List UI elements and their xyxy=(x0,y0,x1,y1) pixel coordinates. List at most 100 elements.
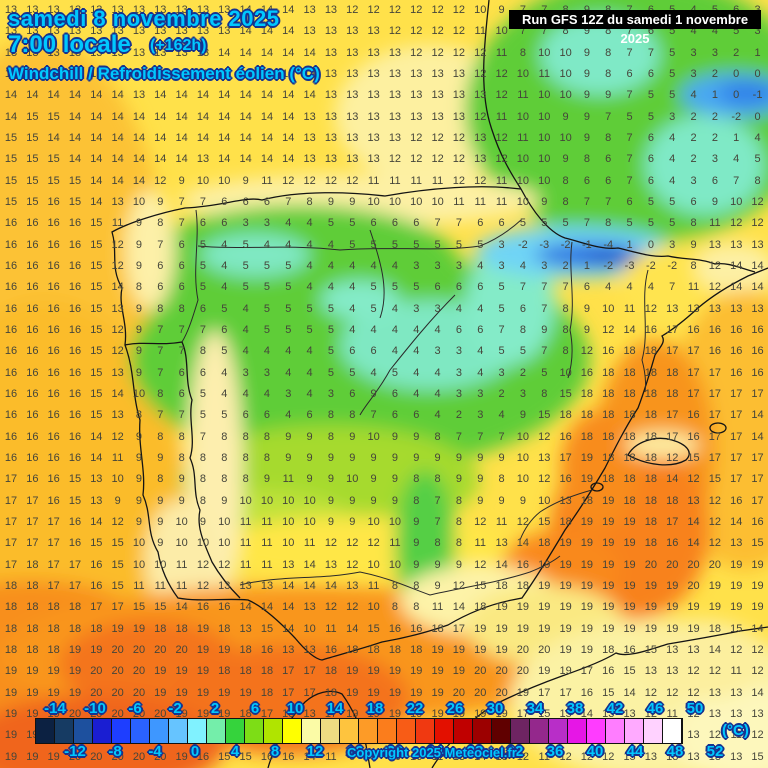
grid-cell: 18 xyxy=(516,579,530,592)
grid-cell: 14 xyxy=(751,622,764,635)
grid-cell: 12 xyxy=(111,238,124,251)
grid-cell: 13 xyxy=(644,750,658,763)
grid-cell: 19 xyxy=(452,665,466,678)
grid-cell: 4 xyxy=(306,387,313,400)
grid-cell: 12 xyxy=(644,302,658,315)
grid-cell: 13 xyxy=(26,25,39,38)
grid-cell: 9 xyxy=(583,67,590,80)
grid-cell: 20 xyxy=(111,707,124,720)
colorbar-label: 44 xyxy=(626,743,644,760)
grid-cell: 6 xyxy=(178,238,185,251)
grid-cell: 3 xyxy=(242,366,249,379)
grid-cell: 7 xyxy=(647,46,654,59)
grid-cell: 3 xyxy=(455,366,462,379)
grid-cell: 8 xyxy=(562,174,569,187)
grid-cell: 5 xyxy=(199,238,207,251)
grid-cell: 20 xyxy=(452,686,466,699)
grid-cell: 19 xyxy=(580,601,594,614)
grid-cell: 10 xyxy=(538,110,551,123)
grid-cell: 14 xyxy=(495,558,508,571)
grid-cell: 12 xyxy=(666,686,679,699)
grid-cell: 8 xyxy=(242,451,249,464)
grid-cell: 16 xyxy=(26,345,39,358)
grid-cell: 18 xyxy=(474,601,487,614)
grid-cell: 8 xyxy=(157,217,164,230)
grid-cell: 17 xyxy=(26,494,39,507)
grid-cell: 19 xyxy=(516,686,530,699)
grid-cell: 12 xyxy=(495,153,508,166)
grid-cell: 11 xyxy=(175,579,188,592)
grid-cell: 16 xyxy=(730,323,743,336)
grid-cell: 10 xyxy=(132,537,146,550)
grid-cell: 5 xyxy=(242,259,249,272)
grid-cell: 14 xyxy=(111,110,124,123)
grid-cell: 5 xyxy=(413,238,420,251)
grid-cell: 7 xyxy=(178,323,185,336)
grid-cell: 17 xyxy=(730,387,743,400)
grid-cell: 18 xyxy=(239,643,252,656)
grid-cell: 17 xyxy=(4,558,18,571)
grid-cell: 14 xyxy=(282,153,295,166)
grid-cell: 13 xyxy=(90,46,103,59)
grid-cell: 10 xyxy=(388,195,402,208)
grid-cell: 13 xyxy=(644,665,658,678)
grid-cell: 5 xyxy=(327,323,334,336)
grid-cell: 14 xyxy=(666,473,679,486)
grid-cell: 4 xyxy=(477,302,484,315)
grid-cell: 9 xyxy=(391,473,398,486)
grid-cell: 20 xyxy=(495,665,508,678)
grid-cell: 18 xyxy=(644,515,658,528)
grid-cell: 9 xyxy=(135,366,143,379)
grid-cell: 7 xyxy=(669,281,676,294)
grid-cell: 17 xyxy=(538,686,551,699)
grid-cell: 13 xyxy=(111,302,124,315)
grid-cell: 15 xyxy=(4,195,18,208)
grid-cell: 12 xyxy=(410,131,423,144)
grid-cell: 19 xyxy=(495,643,508,656)
grid-cell: 11 xyxy=(709,217,721,230)
grid-cell: 17 xyxy=(751,473,764,486)
grid-cell: 14 xyxy=(4,67,18,80)
grid-cell: 4 xyxy=(242,345,249,358)
grid-cell: 16 xyxy=(4,387,18,400)
grid-cell: 7 xyxy=(157,345,164,358)
grid-cell: 12 xyxy=(452,579,466,592)
grid-cell: 12 xyxy=(303,174,316,187)
grid-cell: 17 xyxy=(559,451,572,464)
grid-cell: 7 xyxy=(541,302,548,315)
grid-cell: 5 xyxy=(327,345,334,358)
grid-cell: 11 xyxy=(133,579,145,592)
grid-cell: 13 xyxy=(623,707,636,720)
grid-cell: 9 xyxy=(455,473,462,486)
grid-cell: 17 xyxy=(730,430,743,443)
grid-cell: 15 xyxy=(559,707,572,720)
grid-cell: 16 xyxy=(47,409,60,422)
grid-cell: 19 xyxy=(474,707,487,720)
grid-cell: 19 xyxy=(218,643,231,656)
grid-cell: 14 xyxy=(239,4,252,16)
grid-cell: 18 xyxy=(644,494,658,507)
grid-cell: 19 xyxy=(346,707,359,720)
grid-cell: 15 xyxy=(111,537,124,550)
grid-cell: 6 xyxy=(391,217,398,230)
grid-cell: 18 xyxy=(602,387,615,400)
grid-cell: 5 xyxy=(434,238,441,251)
grid-cell: 8 xyxy=(754,174,761,187)
grid-cell: 19 xyxy=(751,579,764,592)
grid-cell: 10 xyxy=(346,473,359,486)
grid-cell: 10 xyxy=(367,515,380,528)
colorbar-cell xyxy=(644,719,663,743)
grid-cell: 9 xyxy=(498,4,505,16)
grid-cell: 13 xyxy=(324,558,338,571)
grid-cell: 9 xyxy=(413,558,420,571)
grid-cell: 16 xyxy=(687,430,700,443)
grid-cell: 8 xyxy=(199,451,207,464)
grid-cell: 17 xyxy=(708,409,721,422)
grid-cell: 5 xyxy=(391,366,398,379)
grid-cell: 13 xyxy=(346,131,359,144)
grid-cell: 17 xyxy=(666,430,679,443)
grid-cell: 17 xyxy=(708,451,721,464)
grid-cell: 9 xyxy=(583,131,590,144)
grid-cell: 18 xyxy=(538,537,551,550)
grid-cell: 6 xyxy=(349,345,356,358)
